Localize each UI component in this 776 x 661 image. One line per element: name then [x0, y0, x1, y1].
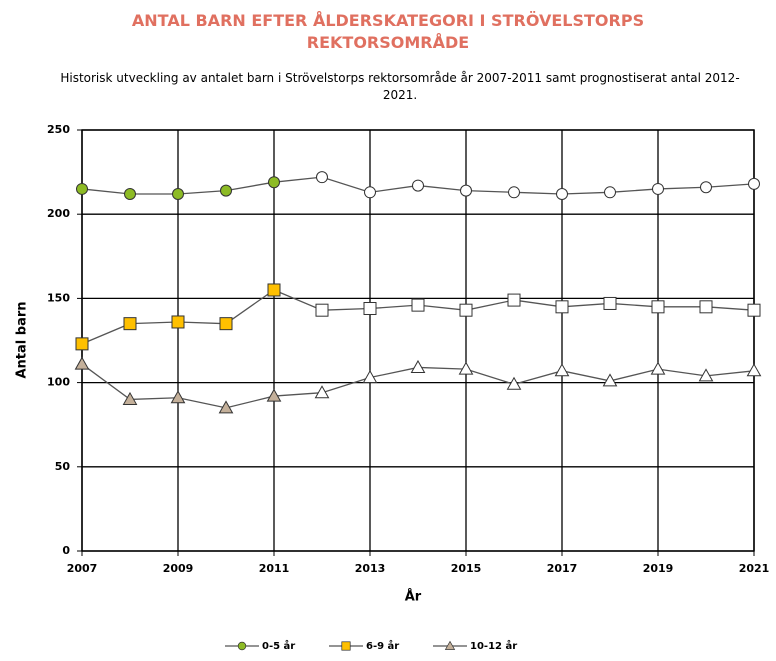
marker	[748, 177, 760, 190]
marker	[364, 186, 376, 199]
marker	[698, 368, 714, 382]
marker	[412, 179, 424, 192]
x-axis-label: År	[405, 589, 422, 605]
x-tick-label: 2015	[451, 562, 482, 575]
marker	[651, 300, 665, 314]
marker	[507, 293, 521, 307]
marker	[652, 182, 664, 195]
marker	[314, 385, 330, 399]
marker	[171, 315, 185, 329]
legend-label: 10-12 år	[470, 639, 517, 652]
legend-item: 10-12 år	[433, 639, 517, 652]
x-tick-label: 2019	[643, 562, 674, 575]
marker	[746, 363, 762, 377]
marker	[556, 187, 568, 200]
marker	[555, 300, 569, 314]
chart-subtitle: Historisk utveckling av antalet barn i S…	[60, 71, 740, 102]
marker	[237, 641, 247, 651]
y-tick-label: 0	[62, 544, 70, 557]
marker	[123, 317, 137, 331]
marker	[747, 303, 761, 317]
marker	[699, 300, 713, 314]
y-tick-label: 250	[47, 123, 70, 136]
legend-item: 0-5 år	[225, 639, 295, 652]
y-tick-label: 150	[47, 291, 70, 304]
marker	[411, 298, 425, 312]
marker	[219, 317, 233, 331]
y-tick-label: 200	[47, 207, 70, 220]
x-tick-label: 2013	[355, 562, 386, 575]
marker	[268, 176, 280, 189]
x-tick-label: 2009	[163, 562, 194, 575]
marker	[75, 337, 89, 351]
marker	[604, 186, 616, 199]
x-tick-label: 2021	[739, 562, 770, 575]
marker	[460, 184, 472, 197]
marker	[444, 640, 456, 650]
marker	[218, 400, 234, 414]
marker	[700, 181, 712, 194]
x-tick-label: 2017	[547, 562, 578, 575]
marker	[410, 359, 426, 373]
y-axis-label: Antal barn	[15, 301, 30, 378]
legend-label: 0-5 år	[262, 639, 295, 652]
legend-label: 6-9 år	[366, 639, 399, 652]
legend-item: 6-9 år	[329, 639, 399, 652]
marker	[122, 391, 138, 405]
marker	[362, 370, 378, 384]
marker	[315, 303, 329, 317]
marker	[220, 184, 232, 197]
marker	[602, 373, 618, 387]
marker	[508, 186, 520, 199]
marker	[554, 363, 570, 377]
marker	[650, 361, 666, 375]
x-tick-label: 2007	[67, 562, 98, 575]
marker	[458, 361, 474, 375]
marker	[603, 296, 617, 310]
marker	[459, 303, 473, 317]
marker	[76, 182, 88, 195]
y-tick-label: 100	[47, 376, 70, 389]
marker	[74, 356, 90, 370]
marker	[506, 376, 522, 390]
marker	[170, 390, 186, 404]
marker	[172, 187, 184, 200]
marker	[363, 302, 377, 316]
plot-area	[81, 129, 755, 552]
marker	[316, 171, 328, 184]
marker	[266, 388, 282, 402]
marker	[124, 187, 136, 200]
x-tick-label: 2011	[259, 562, 290, 575]
marker	[341, 641, 351, 651]
y-tick-label: 50	[55, 460, 71, 473]
chart-title: ANTAL BARN EFTER ÅLDERSKATEGORI I STRÖVE…	[131, 11, 645, 52]
marker	[267, 283, 281, 297]
